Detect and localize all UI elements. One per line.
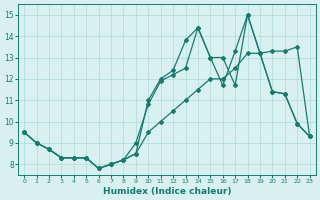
X-axis label: Humidex (Indice chaleur): Humidex (Indice chaleur) bbox=[103, 187, 231, 196]
